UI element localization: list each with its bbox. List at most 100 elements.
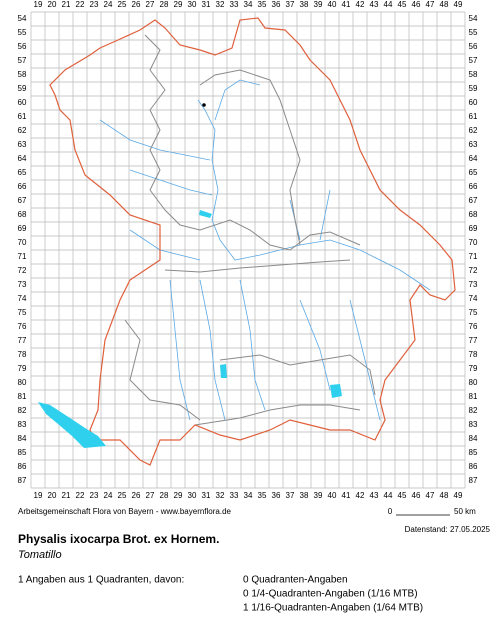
column-label: 29 (174, 491, 183, 500)
summary-line: 1 1/16-Quadranten-Angaben (1/64 MTB) (243, 603, 423, 614)
column-label: 26 (132, 491, 141, 500)
column-label: 31 (202, 491, 211, 500)
row-label: 81 (469, 392, 478, 401)
row-label: 65 (469, 168, 478, 177)
column-label: 43 (370, 0, 379, 9)
row-label: 58 (469, 70, 478, 79)
map-geography (38, 17, 456, 466)
row-label: 84 (18, 434, 27, 443)
scale-start: 0 (388, 507, 393, 516)
row-label: 84 (469, 434, 478, 443)
column-label: 19 (34, 0, 43, 9)
column-label: 39 (314, 0, 323, 9)
column-label: 19 (34, 491, 43, 500)
row-label: 82 (18, 406, 27, 415)
column-label: 44 (384, 0, 393, 9)
row-label: 64 (469, 154, 478, 163)
column-label: 35 (258, 0, 267, 9)
lake (38, 210, 342, 448)
column-label: 32 (216, 491, 225, 500)
column-label: 23 (90, 0, 99, 9)
summary-total: 1 Angaben aus 1 Quadranten, davon: (18, 575, 184, 586)
row-label: 76 (469, 322, 478, 331)
row-label: 72 (18, 266, 27, 275)
column-label: 28 (160, 491, 169, 500)
row-label: 73 (469, 280, 478, 289)
credit: Arbeitsgemeinschaft Flora von Bayern - w… (18, 507, 232, 516)
column-label: 42 (356, 0, 365, 9)
row-label: 64 (18, 154, 27, 163)
scale-end: 50 km (454, 507, 476, 516)
column-label: 46 (412, 491, 421, 500)
grid (30, 11, 466, 489)
column-label: 38 (300, 0, 309, 9)
row-label: 78 (469, 350, 478, 359)
row-label: 54 (18, 14, 27, 23)
row-label: 56 (18, 42, 27, 51)
column-label: 45 (398, 0, 407, 9)
column-label: 42 (356, 491, 365, 500)
row-label: 74 (18, 294, 27, 303)
column-label: 39 (314, 491, 323, 500)
state-border (49, 17, 456, 466)
column-label: 21 (62, 0, 71, 9)
summary-line: 0 1/4-Quadranten-Angaben (1/16 MTB) (243, 589, 418, 600)
row-label: 87 (469, 476, 478, 485)
column-label: 41 (342, 491, 351, 500)
row-label: 68 (469, 210, 478, 219)
species-name: Physalis ixocarpa Brot. ex Hornem. (18, 532, 219, 546)
row-label: 61 (18, 112, 27, 121)
row-label: 75 (469, 308, 478, 317)
occurrence-point (202, 103, 206, 107)
column-label: 46 (412, 0, 421, 9)
row-label: 72 (469, 266, 478, 275)
row-label: 67 (469, 196, 478, 205)
column-label: 31 (202, 0, 211, 9)
grid-labels: 19 19 20 20 21 21 22 22 23 23 24 24 25 25 26 26 27 27 28 28… (18, 0, 478, 500)
column-label: 43 (370, 491, 379, 500)
row-label: 56 (469, 42, 478, 51)
column-label: 34 (244, 0, 253, 9)
row-label: 79 (18, 364, 27, 373)
column-label: 24 (104, 0, 113, 9)
row-label: 58 (18, 70, 27, 79)
row-label: 80 (18, 378, 27, 387)
district-border (124, 34, 376, 426)
row-label: 65 (18, 168, 27, 177)
column-label: 44 (384, 491, 393, 500)
row-label: 87 (18, 476, 27, 485)
column-label: 40 (328, 491, 337, 500)
row-label: 78 (18, 350, 27, 359)
column-label: 37 (286, 0, 295, 9)
column-label: 49 (454, 0, 463, 9)
row-label: 85 (469, 448, 478, 457)
column-label: 20 (48, 491, 57, 500)
column-label: 36 (272, 491, 281, 500)
column-label: 35 (258, 491, 267, 500)
row-label: 74 (469, 294, 478, 303)
column-label: 26 (132, 0, 141, 9)
column-label: 22 (76, 0, 85, 9)
row-label: 70 (469, 238, 478, 247)
column-label: 28 (160, 0, 169, 9)
row-label: 59 (18, 84, 27, 93)
row-label: 79 (469, 364, 478, 373)
column-label: 21 (62, 491, 71, 500)
summary-line: 0 Quadranten-Angaben (243, 575, 348, 586)
row-label: 75 (18, 308, 27, 317)
row-label: 55 (469, 28, 478, 37)
row-label: 67 (18, 196, 27, 205)
row-label: 69 (469, 224, 478, 233)
column-label: 24 (104, 491, 113, 500)
row-label: 81 (18, 392, 27, 401)
column-label: 32 (216, 0, 225, 9)
column-label: 48 (440, 491, 449, 500)
column-label: 41 (342, 0, 351, 9)
column-label: 38 (300, 491, 309, 500)
row-label: 86 (469, 462, 478, 471)
row-label: 82 (469, 406, 478, 415)
row-label: 83 (18, 420, 27, 429)
row-label: 68 (18, 210, 27, 219)
row-label: 76 (18, 322, 27, 331)
data-date: Datenstand: 27.05.2025 (405, 525, 491, 534)
